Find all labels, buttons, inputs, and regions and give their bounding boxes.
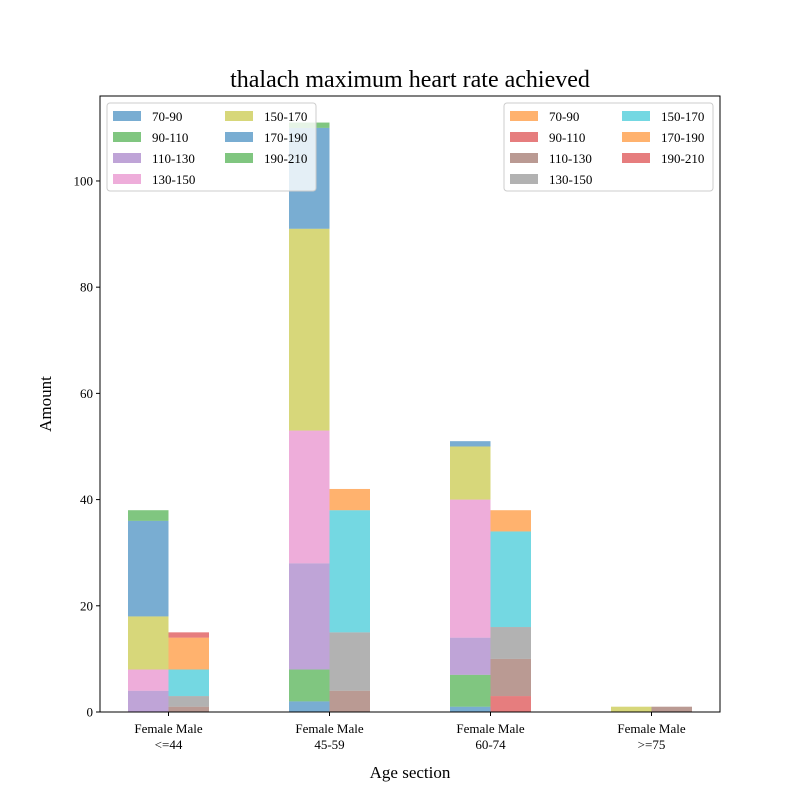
legend-swatch — [225, 153, 253, 163]
legend-label: 90-110 — [549, 130, 585, 145]
bar-female-190-210-cat0 — [128, 510, 169, 521]
legend-label: 150-170 — [661, 109, 704, 124]
bar-female-130-150-cat1 — [289, 430, 330, 564]
bar-female-70-90-cat1 — [289, 701, 330, 712]
legend-swatch — [622, 132, 650, 142]
legend-swatch — [622, 153, 650, 163]
legend-label: 150-170 — [264, 109, 307, 124]
bar-female-90-110-cat2 — [450, 674, 491, 707]
legend-swatch — [225, 132, 253, 142]
bar-female-110-130-cat2 — [450, 637, 491, 675]
legend-swatch — [113, 111, 141, 121]
x-tick-sublabel: >=75 — [638, 737, 666, 752]
legend-swatch — [113, 153, 141, 163]
legend-label: 190-210 — [264, 151, 307, 166]
bar-male-170-190-cat1 — [329, 488, 370, 511]
legend-female: 70-90 90-110 110-130 130-150 150-170 170-190 1… — [106, 102, 317, 192]
bar-female-110-130-cat0 — [128, 690, 169, 712]
legend-label: 130-150 — [152, 172, 195, 187]
bar-male-90-110-cat2 — [490, 696, 531, 712]
bar-female-170-190-cat2 — [450, 441, 491, 447]
y-tick-label: 100 — [74, 173, 94, 188]
x-tick-sublabel: 45-59 — [314, 737, 344, 752]
legend-swatch — [510, 111, 538, 121]
legend-swatch — [113, 132, 141, 142]
legend-label: 70-90 — [549, 109, 579, 124]
legend-label: 110-130 — [549, 151, 592, 166]
bar-male-130-150-cat1 — [329, 632, 370, 691]
bar-male-130-150-cat0 — [168, 696, 209, 707]
bar-female-170-190-cat0 — [128, 520, 169, 617]
legend-label: 110-130 — [152, 151, 195, 166]
bar-female-130-150-cat0 — [128, 669, 169, 691]
legend-label: 190-210 — [661, 151, 704, 166]
legend-swatch — [225, 111, 253, 121]
y-axis-label: Amount — [36, 376, 55, 432]
legend-male: 70-90 90-110 110-130 130-150 150-170 170-190 1… — [503, 102, 714, 192]
axes-layer — [99, 95, 721, 713]
bar-male-150-170-cat2 — [490, 531, 531, 628]
x-tick-sublabel: <=44 — [155, 737, 183, 752]
bar-female-150-170-cat1 — [289, 228, 330, 431]
x-tick-label: Female Male — [456, 721, 524, 736]
bar-female-150-170-cat3 — [611, 706, 652, 712]
legend-label: 170-190 — [264, 130, 307, 145]
bar-female-70-90-cat2 — [450, 706, 491, 712]
legend-swatch — [113, 174, 141, 184]
bar-male-170-190-cat0 — [168, 637, 209, 670]
bar-female-150-170-cat0 — [128, 616, 169, 670]
legend-label: 70-90 — [152, 109, 182, 124]
legend-box — [106, 102, 317, 192]
bar-female-90-110-cat1 — [289, 669, 330, 702]
bar-female-150-170-cat2 — [450, 446, 491, 500]
bar-male-110-130-cat2 — [490, 658, 531, 697]
legend-swatch — [510, 153, 538, 163]
legend-box — [503, 102, 714, 192]
legend-swatch — [622, 111, 650, 121]
bar-male-110-130-cat3 — [651, 706, 692, 712]
y-tick-label: 20 — [80, 598, 93, 613]
x-tick-sublabel: 60-74 — [475, 737, 506, 752]
bar-male-110-130-cat0 — [168, 706, 209, 712]
y-tick-label: 40 — [80, 492, 93, 507]
legend-label: 170-190 — [661, 130, 704, 145]
bar-male-150-170-cat0 — [168, 669, 209, 697]
bar-female-110-130-cat1 — [289, 563, 330, 670]
bar-male-130-150-cat2 — [490, 627, 531, 659]
legend-swatch — [510, 132, 538, 142]
x-tick-label: Female Male — [295, 721, 363, 736]
chart-title: thalach maximum heart rate achieved — [230, 67, 590, 93]
x-tick-label: Female Male — [134, 721, 202, 736]
bar-male-110-130-cat1 — [329, 690, 370, 712]
legend-label: 130-150 — [549, 172, 592, 187]
x-tick-label: Female Male — [617, 721, 685, 736]
bars-layer — [128, 122, 692, 712]
plot-frame — [99, 95, 721, 713]
bar-male-190-210-cat0 — [168, 632, 209, 638]
legend-swatch — [510, 174, 538, 184]
bar-male-170-190-cat2 — [490, 510, 531, 532]
y-tick-label: 80 — [80, 280, 93, 295]
y-tick-label: 60 — [80, 386, 93, 401]
bar-female-130-150-cat2 — [450, 499, 491, 638]
bar-male-150-170-cat1 — [329, 510, 370, 633]
y-tick-label: 0 — [87, 705, 94, 720]
legend-label: 90-110 — [152, 130, 188, 145]
x-axis-label: Age section — [370, 763, 451, 782]
